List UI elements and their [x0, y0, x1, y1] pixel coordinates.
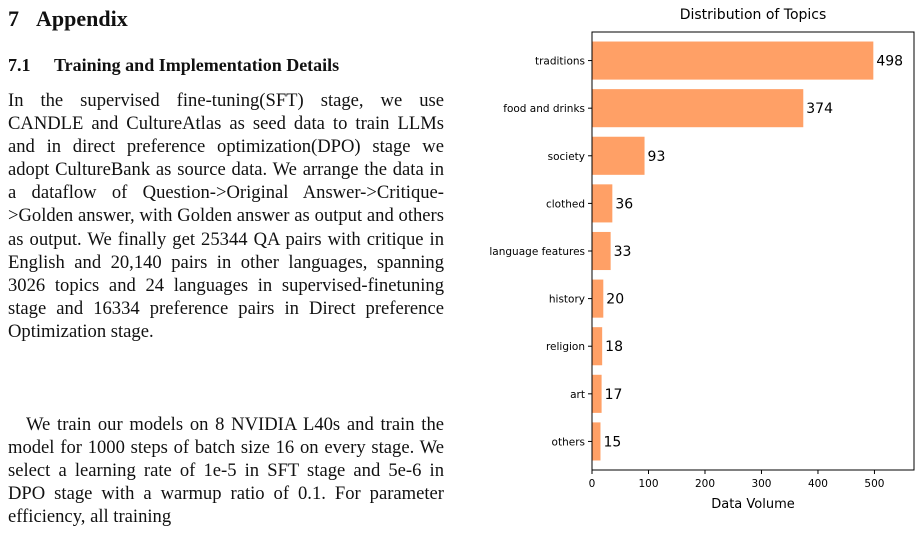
value-label: 18	[605, 339, 623, 355]
value-label: 20	[606, 292, 624, 308]
bars-layer	[592, 41, 874, 461]
bar-language-features	[592, 231, 611, 271]
paper-text-column: 7 Appendix 7.1 Training and Implementation…	[8, 0, 444, 534]
x-tick-label: 100	[638, 478, 658, 490]
topic-distribution-chart: Distribution of Topics traditions food an…	[460, 0, 921, 534]
x-tick-label: 400	[808, 478, 828, 490]
subsection-title: Training and Implementation Details	[54, 55, 340, 75]
value-label: 93	[648, 149, 666, 165]
y-tick-label: clothed	[546, 198, 585, 210]
paragraph-training-setup: We train our models on 8 NVIDIA L40s and…	[8, 414, 444, 528]
value-label: 498	[876, 54, 903, 70]
x-tick-label: 200	[695, 478, 715, 490]
section-heading: 7 Appendix	[8, 6, 128, 32]
bar-clothed	[592, 184, 613, 223]
bar-religion	[592, 327, 603, 366]
x-tick-label: 0	[589, 478, 596, 490]
subsection-number: 7.1	[8, 55, 31, 75]
subsection-heading: 7.1 Training and Implementation Details	[8, 55, 339, 76]
value-label: 36	[615, 196, 633, 212]
value-label: 374	[806, 101, 833, 117]
y-tick-label: food and drinks	[503, 103, 585, 115]
x-tick-label: 500	[864, 478, 884, 490]
x-axis-label: Data Volume	[711, 497, 795, 512]
y-axis: traditions food and drinks society clothed l…	[489, 56, 592, 448]
y-tick-label: society	[548, 151, 585, 163]
y-tick-label: traditions	[535, 56, 585, 68]
bar-food-and-drinks	[592, 89, 804, 128]
paragraph-training-data: In the supervised fine-tuning(SFT) stage…	[8, 90, 444, 342]
chart-svg: Distribution of Topics traditions food an…	[489, 7, 915, 512]
bar-traditions	[592, 41, 874, 80]
y-tick-label: art	[570, 389, 585, 401]
x-tick-label: 300	[751, 478, 771, 490]
x-axis: 0 100 200 300 400 500	[589, 470, 884, 490]
bar-art	[592, 374, 602, 413]
y-tick-label: religion	[546, 341, 585, 353]
bar-others	[592, 422, 601, 461]
section-title: Appendix	[36, 6, 128, 31]
value-label: 17	[605, 387, 623, 403]
y-tick-label: language features	[489, 246, 585, 258]
bar-society	[592, 136, 645, 175]
bar-history	[592, 279, 604, 318]
y-tick-label: history	[549, 294, 585, 306]
chart-title: Distribution of Topics	[680, 7, 827, 23]
section-number: 7	[8, 6, 19, 31]
value-labels: 498 374 93 36 33 20 18 17 15	[603, 54, 903, 451]
value-label: 33	[614, 244, 632, 260]
y-tick-label: others	[552, 436, 585, 448]
value-label: 15	[603, 434, 621, 450]
